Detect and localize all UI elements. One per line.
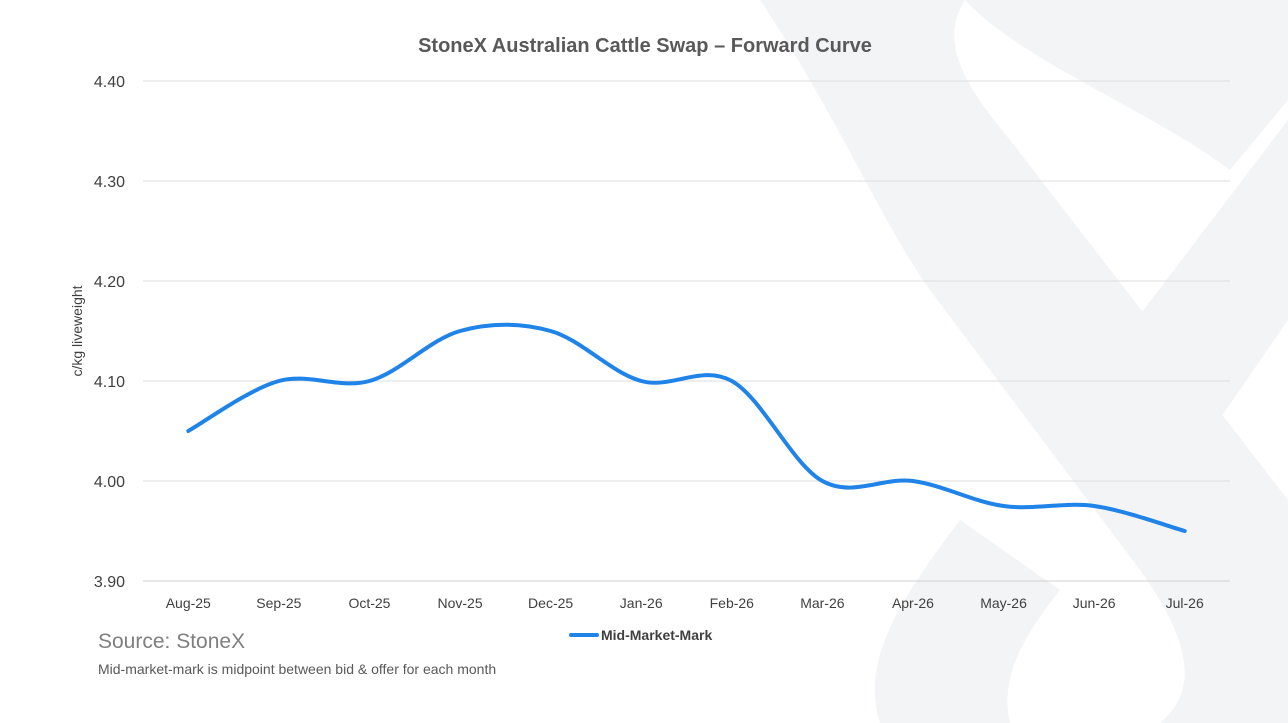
footnote: Mid-market-mark is midpoint between bid …: [98, 661, 497, 677]
y-tick-label: 4.30: [94, 174, 125, 191]
series-line-mid-market-mark: [186, 322, 1187, 533]
x-tick-label: Aug-25: [166, 595, 211, 611]
y-tick-label: 3.90: [94, 574, 125, 591]
x-tick-label: Dec-25: [528, 595, 573, 611]
x-tick-label: Nov-25: [437, 595, 482, 611]
chart-title: StoneX Australian Cattle Swap – Forward …: [418, 35, 872, 57]
x-tick-label: Mar-26: [800, 595, 845, 611]
y-axis-ticks: 4.40 4.30 4.20 4.10 4.00 3.90: [94, 74, 125, 591]
x-tick-label: Jan-26: [620, 595, 663, 611]
x-tick-label: Oct-25: [348, 595, 390, 611]
y-tick-label: 4.20: [94, 274, 125, 291]
x-tick-label: Apr-26: [892, 595, 934, 611]
x-tick-label: Sep-25: [256, 595, 301, 611]
x-tick-label: May-26: [980, 595, 1027, 611]
x-tick-label: Feb-26: [710, 595, 755, 611]
y-tick-label: 4.40: [94, 74, 125, 91]
legend-label-mid-market-mark: Mid-Market-Mark: [601, 627, 712, 643]
x-tick-label: Jul-26: [1166, 595, 1204, 611]
x-tick-label: Jun-26: [1073, 595, 1116, 611]
source-label: Source: StoneX: [98, 630, 246, 653]
y-tick-label: 4.00: [94, 474, 125, 491]
legend: Mid-Market-Mark: [569, 627, 712, 643]
y-axis-label: c/kg liveweight: [69, 285, 85, 376]
stonex-watermark-logo: [760, 0, 1288, 723]
y-tick-label: 4.10: [94, 374, 125, 391]
x-axis-ticks: Aug-25 Sep-25 Oct-25 Nov-25 Dec-25 Jan-26 Feb-…: [166, 595, 1204, 611]
